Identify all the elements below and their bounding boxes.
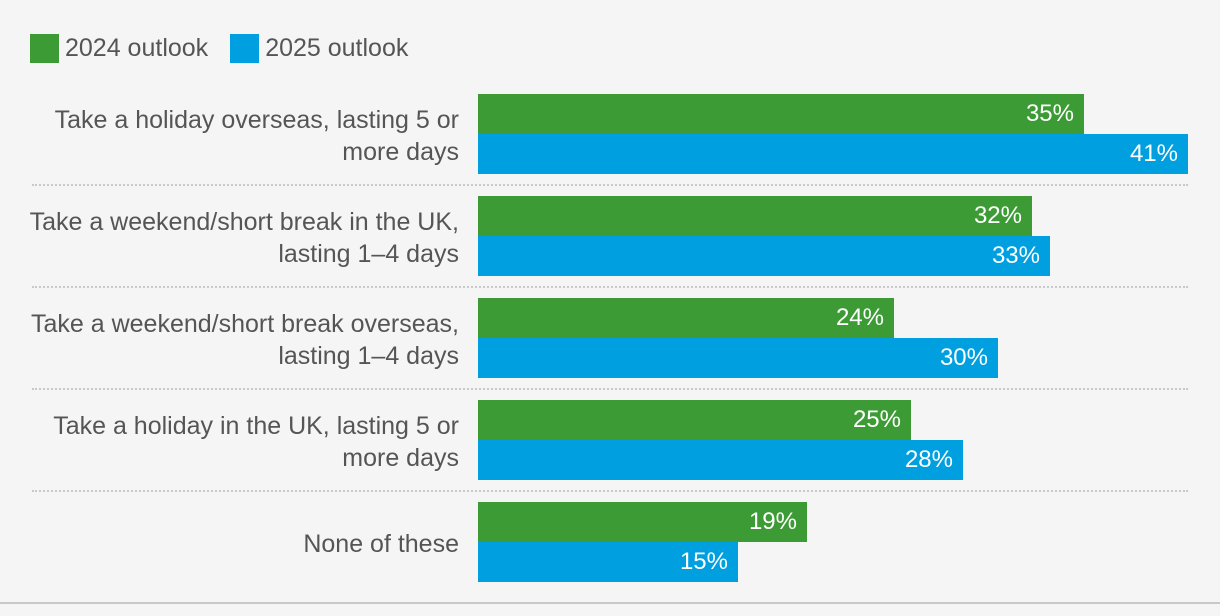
bar-2025: 28%	[478, 440, 963, 480]
group-separator	[32, 184, 1188, 186]
bar-2025: 15%	[478, 542, 738, 582]
data-label: 41%	[1129, 140, 1178, 167]
legend-label-2024: 2024 outlook	[65, 34, 209, 62]
data-label: 25%	[852, 406, 901, 433]
legend-label-2025: 2025 outlook	[265, 34, 409, 62]
data-label: 28%	[904, 446, 953, 473]
bar-2025: 41%	[478, 134, 1188, 174]
group-separator	[32, 490, 1188, 492]
data-label: 24%	[835, 304, 884, 331]
bar-2024: 24%	[478, 298, 894, 338]
legend-item-2024: 2024 outlook	[30, 34, 208, 63]
data-label: 33%	[991, 242, 1040, 269]
data-label: 32%	[973, 202, 1022, 229]
group-separator	[32, 388, 1188, 390]
bar-2025: 30%	[478, 338, 998, 378]
data-label: 19%	[748, 508, 797, 535]
bar-2024: 19%	[478, 502, 807, 542]
category-label: None of these	[303, 530, 459, 558]
legend: 2024 outlook 2025 outlook	[30, 34, 408, 63]
bar-2024: 25%	[478, 400, 911, 440]
chart-baseline	[0, 602, 1220, 604]
category-label: Take a weekend/short break in the UK, la…	[29, 208, 459, 268]
legend-swatch-2024	[30, 34, 59, 63]
legend-swatch-2025	[230, 34, 260, 63]
category-label: Take a weekend/short break overseas, las…	[30, 310, 459, 370]
bar-2024: 32%	[478, 196, 1032, 236]
legend-item-2025: 2025 outlook	[230, 34, 408, 63]
data-label: 30%	[939, 344, 988, 371]
category-label: Take a holiday in the UK, lasting 5 or m…	[53, 412, 459, 472]
data-label: 15%	[679, 548, 728, 575]
group-separator	[32, 286, 1188, 288]
data-label: 35%	[1025, 100, 1074, 127]
bar-2025: 33%	[478, 236, 1050, 276]
category-label: Take a holiday overseas, lasting 5 or mo…	[54, 106, 459, 166]
bar-2024: 35%	[478, 94, 1084, 134]
